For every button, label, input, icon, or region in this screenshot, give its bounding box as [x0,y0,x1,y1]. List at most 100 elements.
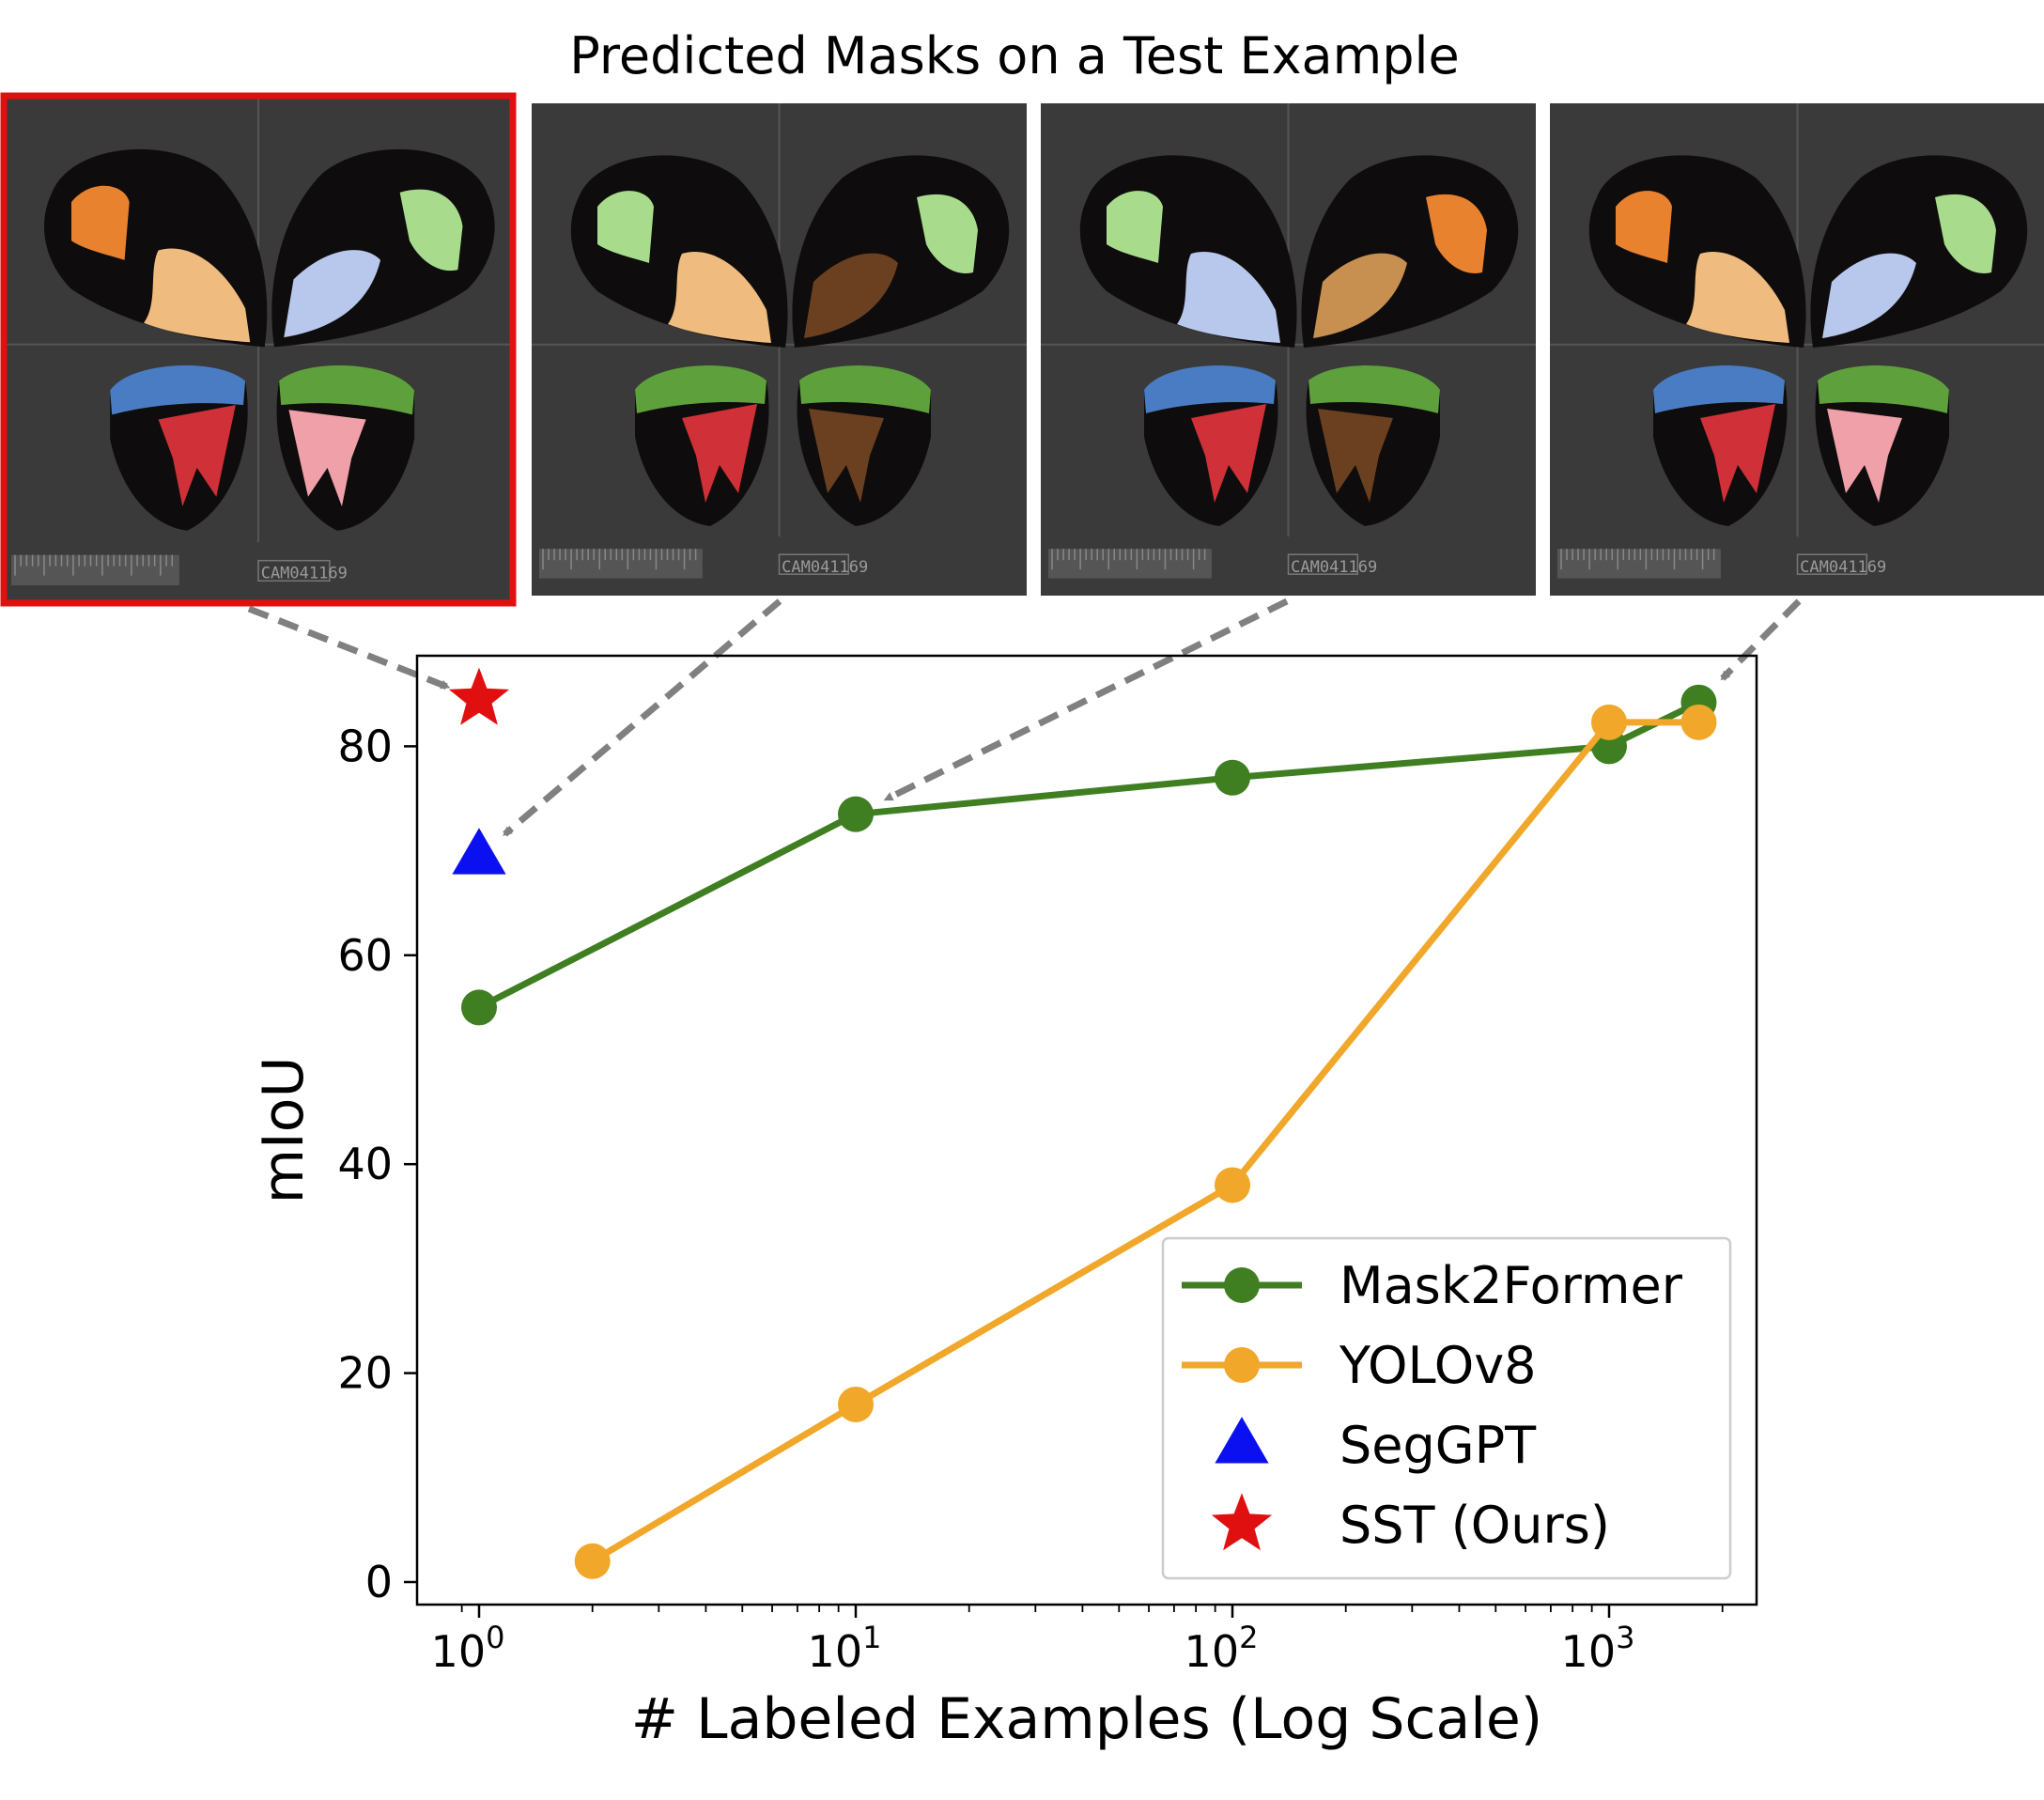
data-point [1215,759,1250,796]
figure-title: Predicted Masks on a Test Example [569,26,1460,85]
mask-region [284,250,381,338]
x-axis-label: # Labeled Examples (Log Scale) [631,1686,1542,1752]
series-sst-ours [448,667,510,725]
y-tick-label: 60 [337,930,393,981]
mask-region [809,409,884,503]
legend-marker [1224,1347,1260,1383]
specimen-code: CAM041169 [782,558,868,577]
data-point [448,667,510,725]
prediction-panel: CAM041169 [532,103,1027,596]
data-point [574,1543,611,1579]
forewing-right [1810,155,2028,348]
mask-region [144,248,251,343]
ruler [11,554,179,586]
mask-region [1616,191,1672,263]
hindwing-right [797,365,931,526]
legend-entry: YOLOv8 [1182,1336,1537,1395]
data-point [1591,704,1627,740]
mask-region [799,365,931,413]
prediction-panel: CAM041169 [1550,103,2044,596]
mask-region [682,404,757,503]
legend-label: YOLOv8 [1339,1336,1537,1395]
legend-entry: SST (Ours) [1211,1493,1610,1555]
mask-region [1822,253,1916,338]
specimen-code: CAM041169 [261,565,348,583]
y-axis-label: mIoU [251,1057,317,1204]
specimen-tag [1287,553,1359,575]
forewing-left [43,148,268,348]
legend-entry: SegGPT [1215,1416,1537,1475]
mask-region [279,365,415,415]
mask-region [1191,404,1266,503]
mask-region [1935,194,1996,273]
series-seggpt [452,828,506,875]
legend-entry: Mask2Former [1182,1256,1683,1315]
series-yolov8 [574,704,1717,1579]
mask-region [399,189,463,272]
series-mask2former [461,684,1717,1026]
forewing-right [271,148,495,348]
x-tick-exponent: 2 [1239,1620,1258,1655]
x-tick-label: 102 [1185,1620,1259,1677]
prediction-panels: CAM041169 CAM041169 CAM041169 CAM041169 [0,92,2044,607]
panel-connector-arrows [247,597,1802,837]
mask-region [804,253,898,338]
legend-box [1161,1236,1732,1580]
mask-region [1308,365,1440,413]
data-point [1680,704,1717,740]
chart-legend: Mask2Former YOLOv8 SegGPT SST (Ours) [1161,1236,1732,1580]
mask-region [1318,409,1393,503]
data-point [461,989,497,1026]
legend-marker [1224,1267,1260,1303]
hindwing-right [1306,365,1440,526]
hindwing-left [110,365,248,531]
legend-label: Mask2Former [1339,1256,1683,1315]
forewing-left [1079,155,1297,348]
series-line [477,699,1700,1011]
x-tick-label: 103 [1561,1620,1635,1677]
data-point [1215,1167,1250,1203]
specimen-tag [257,559,331,582]
forewing-right [792,155,1010,348]
connector-arrow [883,597,1289,802]
x-tick-label: 101 [808,1620,882,1677]
specimen-code: CAM041169 [1800,558,1886,577]
mask-region [1827,409,1902,503]
mask-region [1177,252,1280,343]
mask-region [1426,194,1487,273]
ruler [1048,549,1212,579]
y-tick-label: 0 [365,1557,393,1607]
x-tick-exponent: 0 [486,1620,504,1655]
specimen-tag [778,553,850,575]
y-tick-label: 40 [337,1139,393,1189]
legend-marker [1215,1417,1269,1464]
mask-region [1144,365,1276,413]
ruler [1557,549,1721,579]
mask-region [1653,365,1785,413]
specimen-code: CAM041169 [1291,558,1377,577]
prediction-panel: CAM041169 [1041,103,1536,596]
legend-label: SegGPT [1339,1416,1537,1475]
hindwing-right [276,365,415,531]
legend-label: SST (Ours) [1339,1496,1610,1555]
highlight-border [0,92,517,607]
connector-arrow [503,598,782,837]
mask-region [668,252,771,343]
mask-region [1107,191,1163,263]
plot-frame [415,654,1758,1606]
y-tick-label: 80 [337,721,393,771]
forewing-right [1301,155,1519,348]
data-point [452,828,506,875]
mask-region [597,191,654,263]
mask-region [70,185,130,260]
hindwing-left [635,365,769,526]
mask-region [917,194,978,273]
mask-region [1700,404,1775,503]
data-point [838,1386,874,1422]
x-tick-exponent: 1 [862,1620,881,1655]
mask-region [110,365,246,415]
mask-region [1313,253,1407,338]
mask-region [1686,252,1789,343]
ruler [539,549,703,579]
